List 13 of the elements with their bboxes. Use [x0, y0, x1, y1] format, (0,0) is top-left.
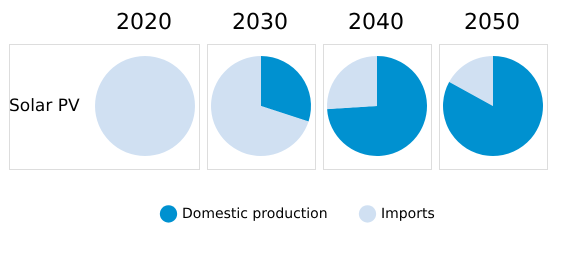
chart-title: 2020 — [116, 10, 172, 35]
pie-slice — [327, 56, 377, 110]
legend-label: Imports — [381, 206, 435, 222]
pie-slice — [211, 56, 309, 156]
legend-label: Domestic production — [182, 206, 328, 222]
text: Solar PV — [9, 96, 80, 116]
chart-title: 2050 — [464, 10, 520, 35]
pie-slice — [261, 56, 311, 122]
chart-title: 2030 — [232, 10, 288, 35]
pie-slice — [327, 56, 427, 156]
chart-title: 2040 — [348, 10, 404, 35]
pie-slice — [443, 56, 543, 156]
pie-slice — [449, 56, 493, 106]
